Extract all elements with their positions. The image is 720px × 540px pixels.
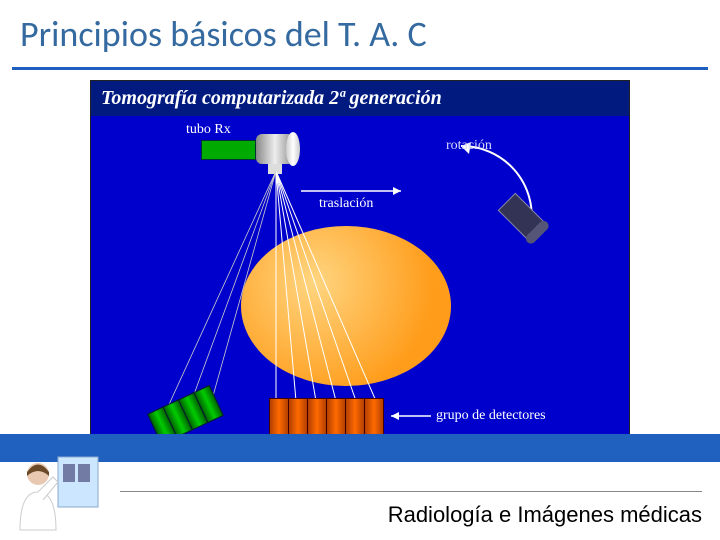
detector-cell bbox=[307, 398, 327, 436]
footer-divider bbox=[120, 491, 702, 492]
diagram-frame: Tomografía computarizada 2ª generación bbox=[90, 80, 630, 450]
detector-array bbox=[269, 398, 383, 436]
footer: Radiología e Imágenes médicas bbox=[0, 502, 720, 528]
footer-text: Radiología e Imágenes médicas bbox=[388, 502, 702, 528]
page-title: Principios básicos del T. A. C bbox=[20, 12, 427, 56]
diagram-body: tubo Rx rotación traslación grupo de det… bbox=[91, 116, 629, 448]
detector-cell bbox=[345, 398, 365, 436]
title-bar: Principios básicos del T. A. C bbox=[12, 0, 708, 70]
detector-cell bbox=[364, 398, 384, 436]
label-translation: traslación bbox=[319, 196, 373, 212]
label-detectors: grupo de detectores bbox=[436, 408, 546, 424]
detector-cell bbox=[288, 398, 308, 436]
detector-cell bbox=[269, 398, 289, 436]
footer-stripe bbox=[0, 434, 720, 462]
detector-cell bbox=[326, 398, 346, 436]
diagram-header: Tomografía computarizada 2ª generación bbox=[91, 81, 629, 116]
label-rotation: rotación bbox=[446, 138, 492, 154]
label-tube: tubo Rx bbox=[186, 122, 231, 138]
